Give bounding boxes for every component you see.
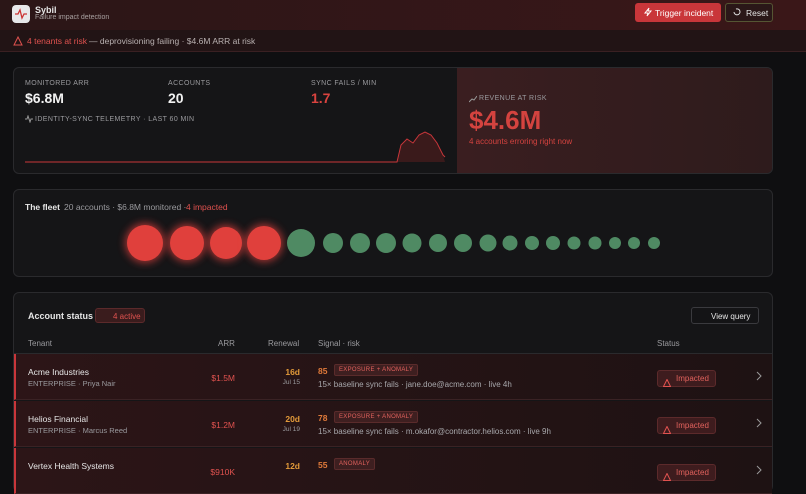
stats-card	[13, 67, 773, 174]
active-badge: 4 active	[95, 308, 145, 323]
arr: $1.5M	[211, 373, 235, 383]
sparkline	[25, 131, 446, 163]
signal-tag: EXPOSURE + ANOMALY	[334, 411, 419, 423]
risk-score: 85	[318, 366, 328, 376]
renewal-date: Jul 15	[282, 379, 300, 386]
column-header: Signal · risk	[318, 339, 360, 348]
tenant-meta: ENTERPRISE · Priya Nair	[28, 379, 116, 388]
tenant-name: Helios Financial	[28, 414, 88, 424]
account-dot	[287, 229, 315, 257]
renewal: 12d	[285, 461, 300, 471]
signal-detail: 15× baseline sync fails · m.okafor@contr…	[318, 427, 551, 436]
column-header: Status	[657, 339, 680, 348]
account-dot	[609, 237, 621, 249]
signal-tag: ANOMALY	[334, 458, 375, 470]
pulse-icon	[25, 115, 33, 123]
status-badge: Impacted	[657, 370, 716, 387]
arr: $910K	[210, 467, 235, 477]
stat-label: MONITORED ARR	[25, 80, 90, 87]
account-dot	[127, 225, 163, 261]
account-dot	[350, 233, 370, 253]
status-badge: Impacted	[657, 417, 716, 434]
risk-panel	[457, 68, 772, 173]
account-dot	[567, 236, 581, 250]
account-dot	[376, 233, 396, 253]
chevron	[756, 418, 762, 430]
column-header: Tenant	[28, 339, 53, 348]
account-dot	[479, 234, 497, 252]
chevron	[756, 371, 762, 383]
reset-icon	[733, 8, 741, 16]
signal-tag: EXPOSURE + ANOMALY	[334, 364, 419, 376]
bolt-icon	[643, 7, 653, 17]
alert-headline: 4 tenants at risk	[27, 36, 88, 46]
stat-value: 20	[168, 90, 184, 106]
reset-button[interactable]: Reset	[725, 3, 773, 22]
account-dot	[429, 234, 447, 252]
sparkline-area	[25, 132, 445, 162]
sparkline-line	[25, 131, 446, 163]
table-row[interactable]	[14, 401, 772, 447]
column-header: Renewal	[268, 339, 300, 348]
account-dot	[247, 226, 281, 260]
stat-value: 1.7	[311, 90, 331, 106]
tenant-name: Vertex Health Systems	[28, 461, 114, 471]
app-subtitle: Failure impact detection	[35, 14, 110, 21]
fleet-dots	[125, 223, 660, 263]
risk-label: REVENUE AT RISK	[479, 95, 547, 102]
tenant-meta: ENTERPRISE · Marcus Reed	[28, 426, 128, 435]
risk-note: 4 accounts erroring right now	[469, 137, 573, 146]
trigger-button[interactable]: Trigger incident	[635, 3, 721, 22]
view-query-button[interactable]: View query	[691, 307, 759, 324]
stat-value: $6.8M	[25, 90, 64, 106]
account-dot	[170, 226, 204, 260]
account-dot	[648, 237, 660, 249]
stat-label: ACCOUNTS	[168, 80, 211, 87]
account-dot	[588, 236, 602, 250]
fleet-summary: 20 accounts · $6.8M monitored ·	[64, 202, 187, 212]
stat-label: SYNC FAILS / MIN	[311, 80, 377, 87]
account-dot	[525, 236, 539, 250]
fleet-card	[13, 189, 773, 277]
renewal: 20d	[285, 414, 300, 424]
risk-score: 78	[318, 413, 328, 423]
account-dot	[210, 227, 242, 259]
logo-icon	[15, 8, 27, 20]
risk-value: $4.6M	[469, 105, 542, 135]
arr: $1.2M	[211, 420, 235, 430]
tenant-name: Acme Industries	[28, 367, 89, 377]
alert-detail: — deprovisioning failing · $4.6M ARR at …	[89, 36, 256, 46]
account-dot	[454, 234, 472, 252]
alert-icon	[13, 36, 23, 46]
fleet-impacted: 4 impacted	[186, 202, 228, 212]
app-title: Sybil	[35, 5, 57, 15]
renewal-date: Jul 19	[282, 426, 300, 433]
logo	[12, 5, 30, 23]
table-row[interactable]	[14, 354, 772, 400]
account-dot	[323, 233, 343, 253]
trend-icon	[469, 95, 477, 103]
table-title: Account status	[28, 311, 94, 321]
account-dot	[628, 237, 640, 249]
risk-score: 55	[318, 460, 328, 470]
renewal: 16d	[285, 367, 300, 377]
warning-icon	[662, 421, 672, 439]
signal-detail: 15× baseline sync fails · jane.doe@acme.…	[318, 380, 512, 389]
account-dot	[546, 236, 560, 250]
warning-icon	[662, 468, 672, 486]
warning-icon	[662, 374, 672, 392]
alert-bar	[0, 30, 806, 52]
column-header: ARR	[218, 339, 235, 348]
account-dot	[502, 235, 518, 251]
chevron	[756, 465, 762, 477]
account-dot	[402, 233, 422, 253]
telemetry-label: IDENTITY-SYNC TELEMETRY · LAST 60 MIN	[35, 116, 195, 123]
fleet-title: The fleet	[25, 202, 60, 212]
divider	[14, 353, 772, 354]
